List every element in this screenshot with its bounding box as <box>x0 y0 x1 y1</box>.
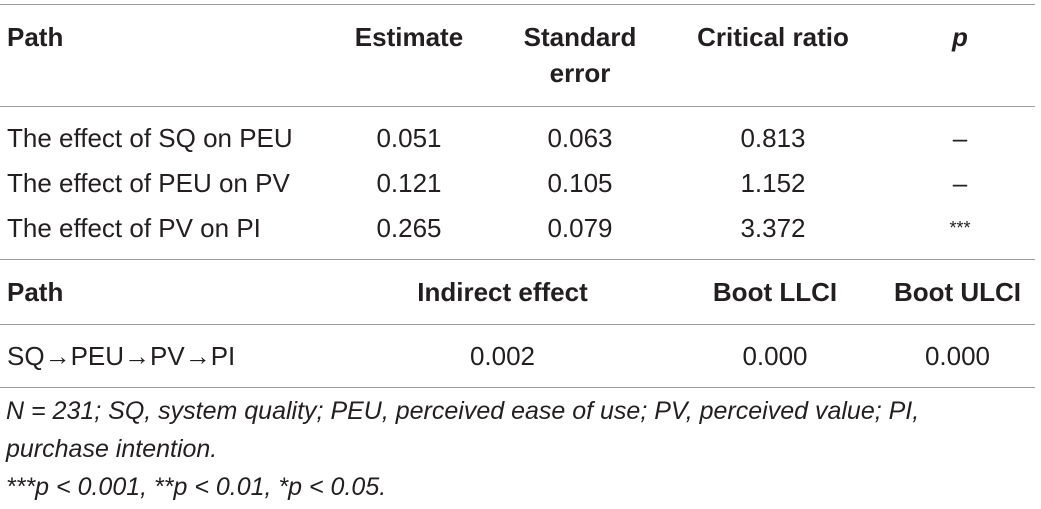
header-indirect-effect: Indirect effect <box>417 277 588 307</box>
significance-note: ***p < 0.001, **p < 0.01, *p < 0.05. <box>6 473 387 501</box>
row4-indirect: 0.002 <box>469 341 536 371</box>
header-path: Path <box>7 22 64 52</box>
row1-path: The effect of SQ on PEU <box>7 123 293 153</box>
row1-p: – <box>952 123 968 153</box>
table-note-line1: N = 231; SQ, system quality; PEU, percei… <box>6 397 920 425</box>
header-rule <box>0 106 1035 107</box>
section-rule <box>0 259 1035 260</box>
row2-cr: 1.152 <box>740 168 806 198</box>
row1-se: 0.063 <box>547 123 613 153</box>
row1-cr: 0.813 <box>740 123 806 153</box>
header2-rule <box>0 324 1035 325</box>
row4-llci: 0.000 <box>742 341 808 371</box>
header-critical-ratio: Critical ratio <box>697 22 849 52</box>
row2-path: The effect of PEU on PV <box>7 168 290 198</box>
header-standard-error-line2: error <box>549 58 611 88</box>
table-note-line2: purchase intention. <box>6 435 218 463</box>
row3-p: *** <box>949 218 971 238</box>
header2-path: Path <box>7 277 64 307</box>
header-p: p <box>952 22 968 52</box>
row3-cr: 3.372 <box>740 213 806 243</box>
row3-path: The effect of PV on PI <box>7 213 261 243</box>
row2-se: 0.105 <box>547 168 613 198</box>
row2-estimate: 0.121 <box>376 168 442 198</box>
table-bottom-rule <box>0 387 1035 388</box>
row3-estimate: 0.265 <box>376 213 442 243</box>
header-estimate: Estimate <box>354 22 464 52</box>
row4-path: SQ→PEU→PV→PI <box>7 341 236 371</box>
table-top-rule <box>0 4 1035 5</box>
row4-ulci: 0.000 <box>924 341 991 371</box>
header-boot-llci: Boot LLCI <box>712 277 838 307</box>
row2-p: – <box>952 168 968 198</box>
header-standard-error-line1: Standard <box>523 22 637 52</box>
row3-se: 0.079 <box>547 213 613 243</box>
header-boot-ulci: Boot ULCI <box>893 277 1022 307</box>
row1-estimate: 0.051 <box>376 123 442 153</box>
